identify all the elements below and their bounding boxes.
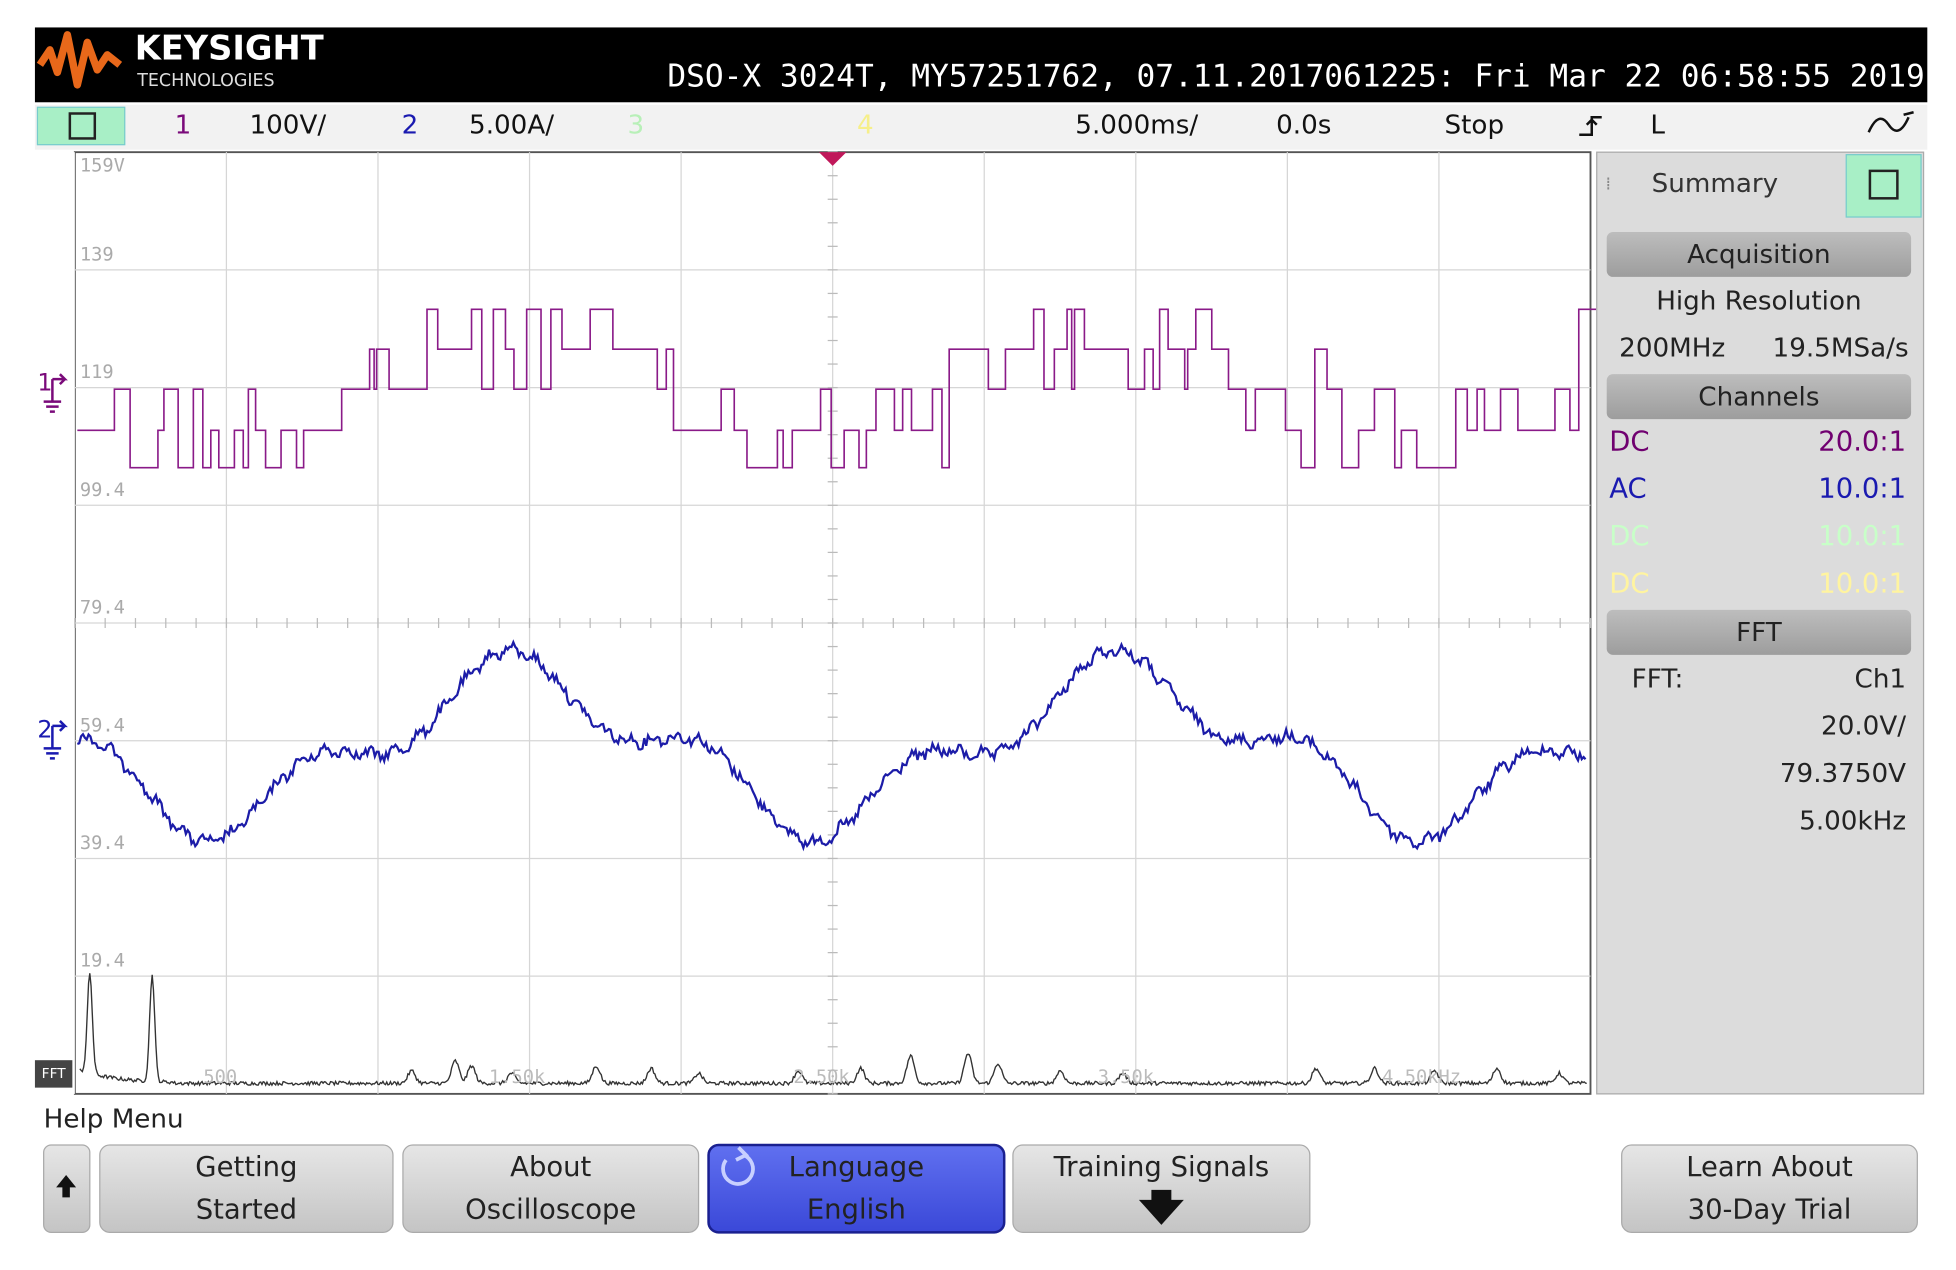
level-label: 39.4 xyxy=(80,833,125,854)
toolbar xyxy=(34,104,1928,150)
help-menu-title: Help Menu xyxy=(44,1105,184,1135)
trigger-slope-icon xyxy=(1579,115,1602,136)
header-bar xyxy=(34,27,1928,103)
help-button-label: Getting xyxy=(195,1152,297,1183)
acquisition-header-bar xyxy=(1606,231,1912,277)
help-button-label: About xyxy=(510,1152,591,1183)
up-arrow xyxy=(56,1174,77,1198)
channel-probe: 10.0:1 xyxy=(1818,474,1906,505)
channel-probe: 10.0:1 xyxy=(1818,521,1906,552)
fft-freq-label: 2.50k xyxy=(793,1067,849,1088)
level-label: 139 xyxy=(80,244,114,265)
channel-probe: 20.0:1 xyxy=(1818,426,1906,457)
help-button-label: Started xyxy=(196,1195,297,1226)
help-button-label: Oscilloscope xyxy=(465,1195,636,1226)
level-label: 19.4 xyxy=(80,951,125,972)
acquisition-mode: High Resolution xyxy=(1656,286,1861,316)
brand: KEYSIGHT xyxy=(135,28,324,67)
help-button-label: Learn About xyxy=(1686,1152,1853,1183)
fft-marker: FFT xyxy=(42,1066,67,1082)
panel-title: Summary xyxy=(1652,169,1779,199)
level-label: 79.4 xyxy=(80,598,125,619)
channel-1-trace xyxy=(77,308,1597,469)
channel-probe: 10.0:1 xyxy=(1818,568,1906,599)
toolbar-delay: 0.0s xyxy=(1276,110,1331,140)
panel-menu-button[interactable] xyxy=(1845,154,1922,218)
toolbar-ch2: 2 xyxy=(402,110,419,140)
keysight-logo xyxy=(36,31,123,89)
help-button-label: English xyxy=(807,1195,906,1226)
level-label: 119 xyxy=(80,362,114,383)
channel-2-trace xyxy=(76,639,1587,852)
toolbar-ch1: 1 xyxy=(175,110,192,140)
menu-icon xyxy=(68,112,97,140)
toolbar-timebase: 5.000ms/ xyxy=(1075,110,1198,140)
help-button-label: Training Signals xyxy=(1053,1152,1270,1183)
brand-sub: TECHNOLOGIES xyxy=(136,71,274,91)
down-arrow xyxy=(1138,1189,1184,1225)
acquisition-header: Acquisition xyxy=(1687,240,1830,270)
channel-marker: 2 xyxy=(37,715,52,743)
fft-freq-label: 3.50k xyxy=(1098,1067,1154,1088)
channels-header-bar xyxy=(1606,374,1912,420)
fft-scale: 20.0V/ xyxy=(1821,712,1906,742)
scope-info: DSO-X 3024T, MY57251762, 07.11.201706122… xyxy=(667,58,1924,94)
cycle-icon xyxy=(721,1146,755,1186)
toolbar-trigger-mode: L xyxy=(1650,110,1665,140)
help-button-label: 30-Day Trial xyxy=(1688,1195,1852,1226)
fft-offset: 79.3750V xyxy=(1780,759,1906,789)
fft-freq-label: 1.50k xyxy=(489,1067,545,1088)
channel-coupling: DC xyxy=(1609,568,1649,599)
toolbar-ch4: 4 xyxy=(857,110,874,140)
toolbar-ch2-scale: 5.00A/ xyxy=(469,110,554,140)
fft-freq-label: 4.50kHz xyxy=(1382,1067,1461,1088)
ground-marker xyxy=(43,373,68,413)
help-button[interactable] xyxy=(99,1144,394,1233)
menu-icon xyxy=(1868,169,1899,200)
waveform-icon[interactable] xyxy=(1867,111,1914,133)
channel-coupling: AC xyxy=(1609,474,1646,505)
channel-coupling: DC xyxy=(1609,521,1649,552)
fft-source: Ch1 xyxy=(1855,664,1907,694)
help-button[interactable] xyxy=(1012,1144,1311,1233)
level-label: 99.4 xyxy=(80,480,125,501)
channels-header: Channels xyxy=(1698,382,1819,412)
bandwidth: 200MHz xyxy=(1619,334,1725,364)
toolbar-run-state: Stop xyxy=(1445,110,1505,140)
help-button-label: Language xyxy=(789,1152,924,1183)
help-button[interactable] xyxy=(402,1144,700,1233)
channel-strip xyxy=(34,152,75,1094)
fft-header: FFT xyxy=(1736,618,1783,648)
toolbar-ch1-scale: 100V/ xyxy=(249,110,326,140)
grip: ⁞ xyxy=(1605,175,1611,195)
level-label: 159V xyxy=(80,155,125,176)
help-button[interactable] xyxy=(707,1143,1006,1234)
toolbar-ch3: 3 xyxy=(627,110,644,140)
trigger-position-marker xyxy=(818,152,847,166)
sample-rate: 19.5MSa/s xyxy=(1773,334,1909,364)
ground-marker xyxy=(43,720,68,760)
fft-trace xyxy=(79,973,1587,1088)
level-label: 59.4 xyxy=(80,715,125,736)
help-button[interactable] xyxy=(1621,1144,1918,1233)
fft-source-label: FFT: xyxy=(1632,664,1684,694)
fft-header-bar xyxy=(1606,609,1912,655)
fft-freq-label: 500 xyxy=(203,1067,237,1088)
channel-marker: 1 xyxy=(37,369,52,397)
fft-marker-box xyxy=(34,1060,73,1088)
fft-span: 5.00kHz xyxy=(1799,806,1906,836)
channel-coupling: DC xyxy=(1609,426,1649,457)
